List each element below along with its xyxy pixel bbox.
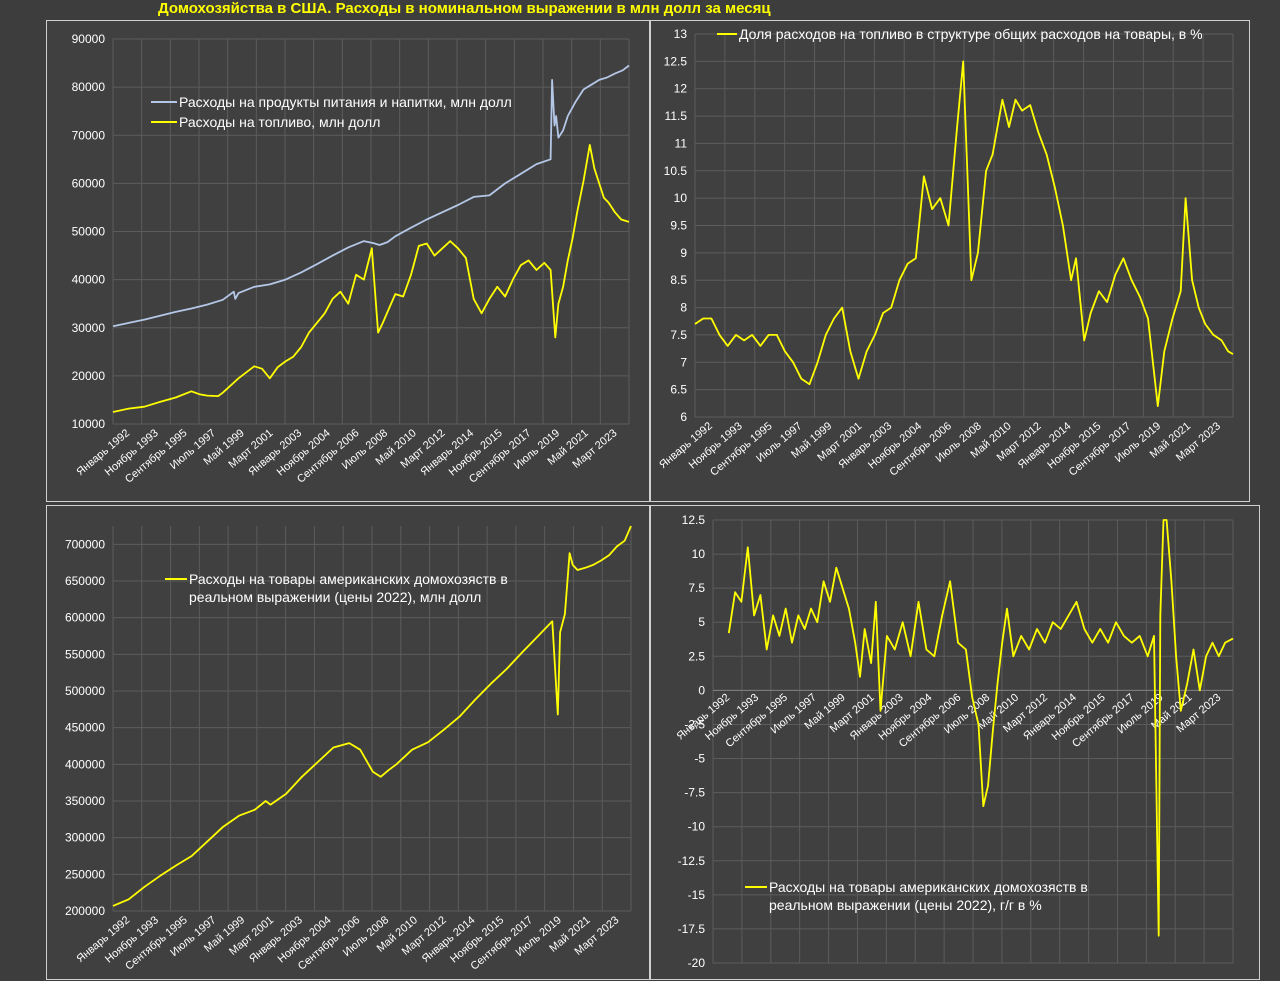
y-tick-label: 500000 xyxy=(65,684,105,698)
y-tick-label: 400000 xyxy=(65,757,105,771)
y-tick-label: 9 xyxy=(680,246,687,260)
legend-label: Расходы на топливо, млн долл xyxy=(179,114,380,130)
y-tick-label: 0 xyxy=(698,683,705,697)
y-tick-label: -2.5 xyxy=(684,717,705,731)
chart-panel-nominal-spending: 10000 20000 30000 40000 50000 60000 70000 80000… xyxy=(46,20,650,502)
y-tick-label: 11.5 xyxy=(665,109,688,123)
y-tick-label: 40000 xyxy=(72,273,106,287)
y-tick-label: 8 xyxy=(680,301,687,315)
y-tick-label: 13 xyxy=(674,27,688,41)
y-tick-label: 60000 xyxy=(72,176,106,190)
series-line-1 xyxy=(112,64,630,328)
y-tick-label: 6.5 xyxy=(670,383,687,397)
chart-svg: 200000 250000 300000 350000 400000 450000 5000… xyxy=(65,525,632,973)
y-tick-label: 6 xyxy=(680,410,687,424)
chart-panel-real-spending: 200000 250000 300000 350000 400000 450000 5000… xyxy=(46,505,650,980)
y-tick-label: -12.5 xyxy=(678,854,706,868)
series-line-1 xyxy=(112,525,632,907)
y-tick-label: 12.5 xyxy=(664,54,688,68)
y-tick-label: 12 xyxy=(674,82,688,96)
y-tick-label: 11 xyxy=(675,136,688,150)
series-line-2 xyxy=(112,144,630,413)
y-tick-label: 550000 xyxy=(65,647,105,661)
y-tick-label: -15 xyxy=(688,888,706,902)
y-tick-label: -20 xyxy=(688,956,706,970)
chart-panel-fuel-share: 6 6.5 7 7.5 8 8.5 9 9.5 10 10.5 11 11.5 12 12.5 13 Янва… xyxy=(650,20,1250,502)
y-tick-label: 9.5 xyxy=(670,219,687,233)
y-tick-label: 70000 xyxy=(72,128,106,142)
y-tick-label: 10.5 xyxy=(664,164,688,178)
y-tick-label: 5 xyxy=(698,615,705,629)
y-tick-label: 10 xyxy=(674,191,688,205)
series-line-1 xyxy=(694,60,1234,408)
y-tick-label: 650000 xyxy=(65,574,105,588)
y-tick-label: 10 xyxy=(692,547,706,561)
y-tick-label: 90000 xyxy=(72,32,106,46)
y-tick-label: 20000 xyxy=(72,369,106,383)
y-tick-label: -7.5 xyxy=(684,786,705,800)
y-tick-label: 12.5 xyxy=(682,513,706,527)
y-tick-label: 250000 xyxy=(65,867,105,881)
chart-svg: 66.577.588.599.51010.51111.51212.513Янва… xyxy=(657,26,1234,479)
y-tick-label: 8.5 xyxy=(670,273,687,287)
y-tick-label: -10 xyxy=(688,820,706,834)
y-tick-label: 10000 xyxy=(72,417,106,431)
y-tick-label: 350000 xyxy=(65,794,105,808)
legend-label: Расходы на товары американских домохозяс… xyxy=(189,571,508,605)
legend-label: Расходы на товары американских домохозяс… xyxy=(769,879,1088,913)
series-line-1 xyxy=(727,519,1234,937)
y-tick-label: 300000 xyxy=(65,831,105,845)
legend-label: Доля расходов на топливо в структуре общ… xyxy=(739,26,1203,42)
y-tick-label: 30000 xyxy=(72,321,106,335)
y-tick-label: 700000 xyxy=(65,537,105,551)
y-tick-label: 450000 xyxy=(65,721,105,735)
y-tick-label: 600000 xyxy=(65,611,105,625)
y-tick-label: 2.5 xyxy=(688,649,705,663)
page-title: Домохозяйства в США. Расходы в номинальн… xyxy=(158,0,771,17)
y-tick-label: 200000 xyxy=(65,904,105,918)
y-tick-label: 7.5 xyxy=(670,328,687,342)
y-tick-label: -17.5 xyxy=(678,922,706,936)
y-tick-label: 7 xyxy=(680,355,687,369)
chart-panel-real-spending-yoy: -20 -17.5 -15 -12.5 -10 -7.5 -5 -2.5 0 2.5 5 7.5 10 1… xyxy=(650,505,1260,980)
y-tick-label: 80000 xyxy=(72,80,106,94)
legend-label: Расходы на продукты питания и напитки, м… xyxy=(179,94,512,110)
y-tick-label: 50000 xyxy=(72,225,106,239)
chart-svg: -20 -17.5 -15 -12.5 -10 -7.5 -5 -2.5 0 2.5 5 7.5 10 1… xyxy=(675,513,1234,970)
y-tick-label: 7.5 xyxy=(688,581,705,595)
chart-svg: 10000 20000 30000 40000 50000 60000 70000 80000… xyxy=(72,32,630,486)
y-tick-label: -5 xyxy=(694,752,705,766)
